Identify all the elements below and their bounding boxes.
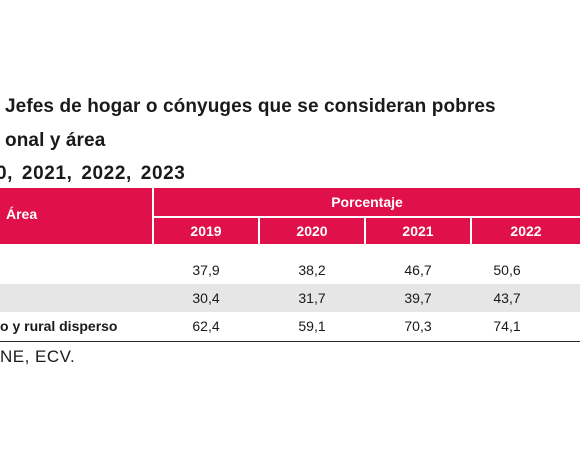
table-cell: 62,4 [192, 318, 220, 334]
table-title-years: 0, 2021, 2022, 2023 [0, 163, 186, 184]
year-header-2019: 2019 [154, 218, 258, 244]
table-title-line-1: Jefes de hogar o cónyuges que se conside… [5, 96, 496, 117]
year-header-2021: 2021 [366, 218, 470, 244]
table-cell: 31,7 [298, 290, 326, 306]
table-cell: 30,4 [192, 290, 220, 306]
area-header-label: Área [6, 206, 38, 222]
table-cell: 43,7 [493, 290, 521, 306]
table-cell: 74,1 [493, 318, 521, 334]
table-row: 30,4 31,7 39,7 43,7 [0, 284, 580, 312]
area-header-cell: Área [0, 188, 152, 244]
percentage-header-cell: Porcentaje [154, 188, 580, 216]
year-header-2020: 2020 [260, 218, 364, 244]
table-cell: 50,6 [493, 262, 521, 278]
percentage-header-label: Porcentaje [331, 194, 403, 210]
table-cell: 38,2 [298, 262, 326, 278]
table-source-note: NE, ECV. [0, 347, 76, 366]
table-cell: 70,3 [404, 318, 432, 334]
table-cell: 46,7 [404, 262, 432, 278]
table-cell: 37,9 [192, 262, 220, 278]
table-title-line-2: onal y área [5, 130, 106, 151]
table-row: o y rural disperso 62,4 59,1 70,3 74,1 [0, 312, 580, 340]
row-label: o y rural disperso [0, 318, 118, 334]
table-bottom-rule [0, 341, 580, 342]
table-row: 37,9 38,2 46,7 50,6 [0, 256, 580, 284]
year-header-2022: 2022 [472, 218, 580, 244]
table-cell: 39,7 [404, 290, 432, 306]
table-cell: 59,1 [298, 318, 326, 334]
